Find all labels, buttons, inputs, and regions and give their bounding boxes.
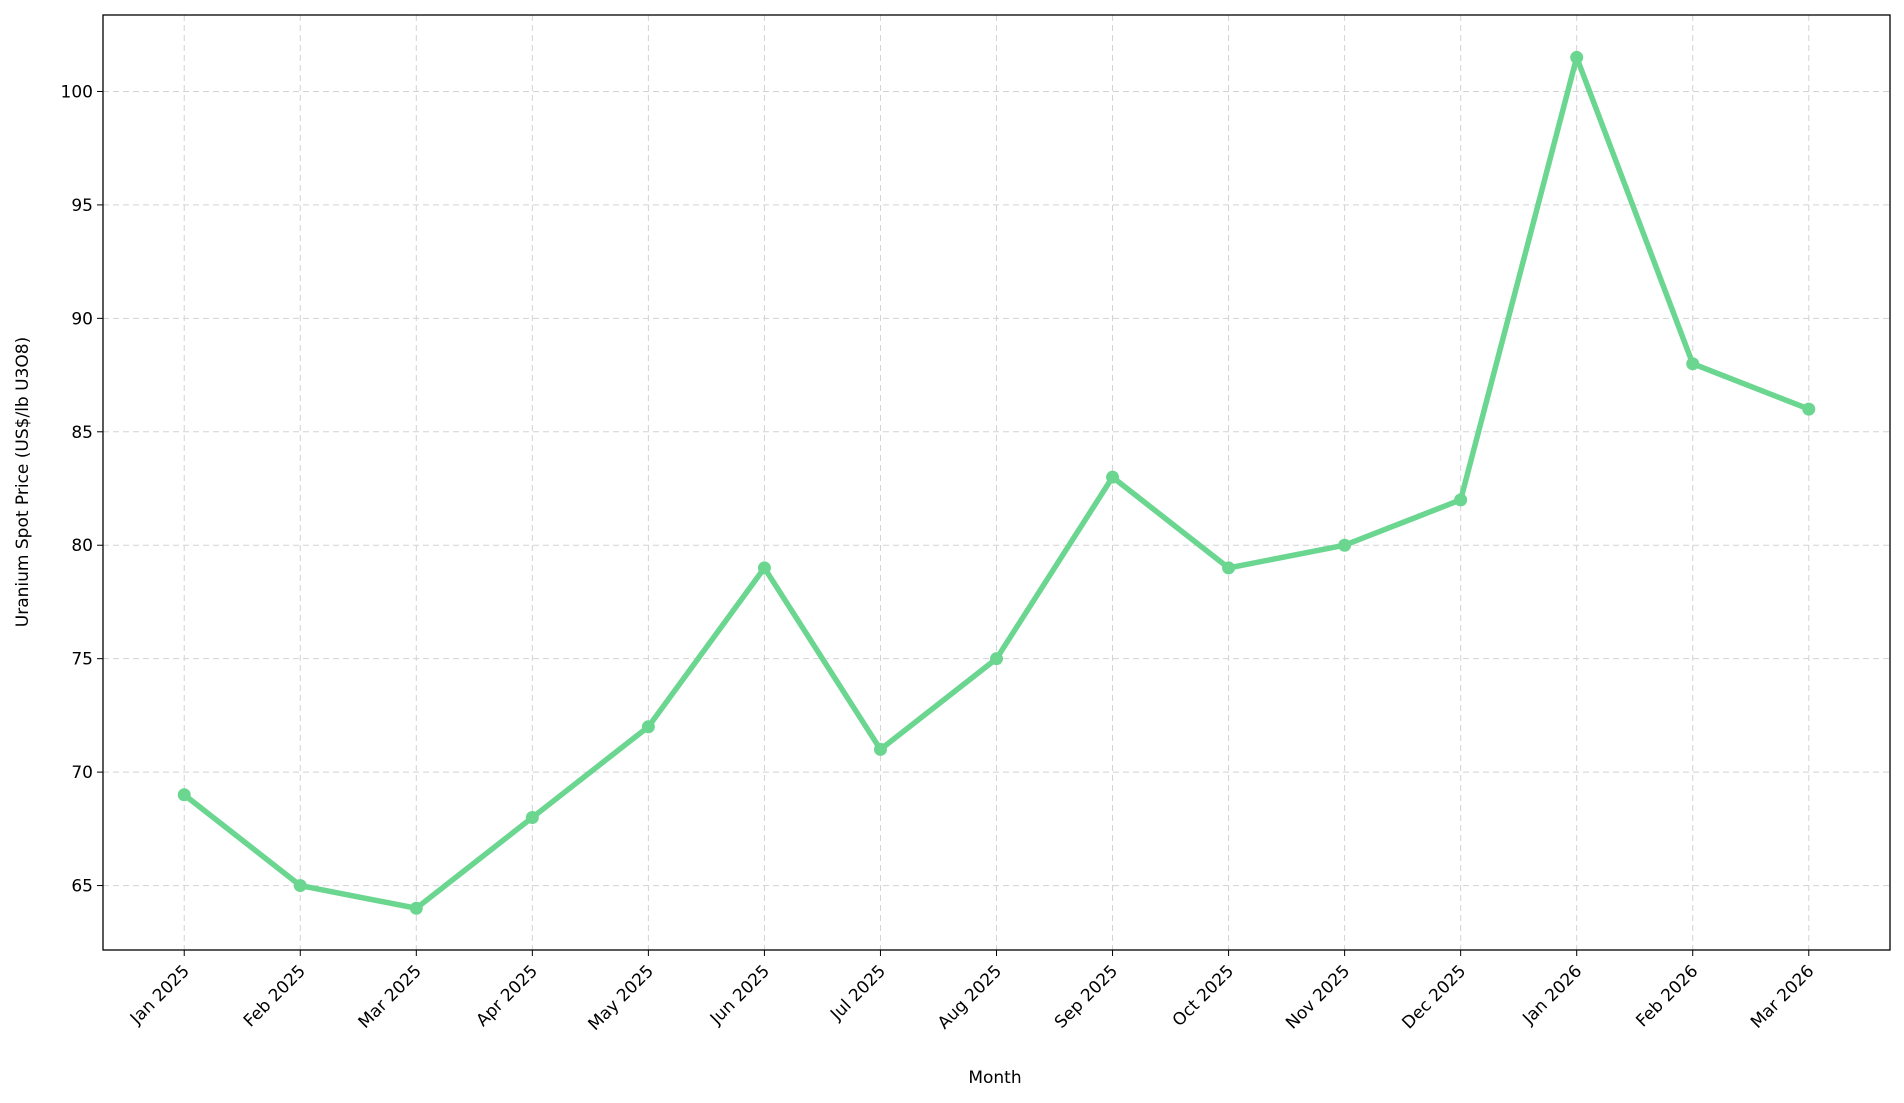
marker	[1570, 50, 1584, 64]
x-tick-label: May 2025	[585, 961, 658, 1034]
marker	[873, 742, 887, 756]
marker	[1802, 402, 1816, 416]
y-tick-label: 75	[71, 650, 93, 670]
marker	[990, 652, 1003, 666]
x-tick-label: Jun 2025	[706, 961, 774, 1029]
x-tick-label: Nov 2025	[1282, 961, 1354, 1033]
marker	[1338, 538, 1352, 552]
y-tick-label: 85	[71, 423, 93, 443]
x-tick-label: Apr 2025	[473, 961, 542, 1030]
marker	[1106, 470, 1120, 484]
x-tick-label: Sep 2025	[1051, 961, 1122, 1032]
x-tick-label: Jan 2025	[126, 961, 194, 1029]
y-tick-label: 70	[71, 763, 93, 783]
marker	[641, 720, 655, 734]
marker	[177, 788, 191, 802]
x-axis-label: Month	[968, 1068, 1021, 1088]
marker	[1686, 357, 1700, 371]
x-tick-label: Mar 2025	[355, 961, 426, 1032]
marker	[525, 810, 539, 824]
marker	[1454, 493, 1468, 507]
marker	[1222, 561, 1236, 575]
x-tick-label: Oct 2025	[1169, 961, 1238, 1030]
x-tick-label: Feb 2025	[240, 961, 310, 1031]
y-tick-label: 90	[71, 309, 93, 329]
y-tick-label: 80	[71, 536, 93, 556]
y-tick-label: 65	[71, 877, 93, 897]
x-tick-label: Dec 2025	[1398, 961, 1470, 1033]
y-tick-label: 95	[71, 196, 93, 216]
marker	[409, 901, 423, 915]
y-axis-label: Uranium Spot Price (US$/lb U3O8)	[13, 337, 33, 627]
marker	[293, 879, 307, 893]
x-tick-label: Jan 2026	[1518, 961, 1586, 1029]
x-tick-label: Jul 2025	[826, 961, 890, 1025]
x-tick-label: Mar 2026	[1747, 961, 1818, 1032]
x-tick-label: Feb 2026	[1632, 961, 1702, 1031]
plot-frame	[102, 14, 1891, 951]
x-tick-label: Aug 2025	[934, 961, 1006, 1033]
y-tick-label: 100	[61, 82, 93, 102]
marker	[757, 561, 771, 575]
